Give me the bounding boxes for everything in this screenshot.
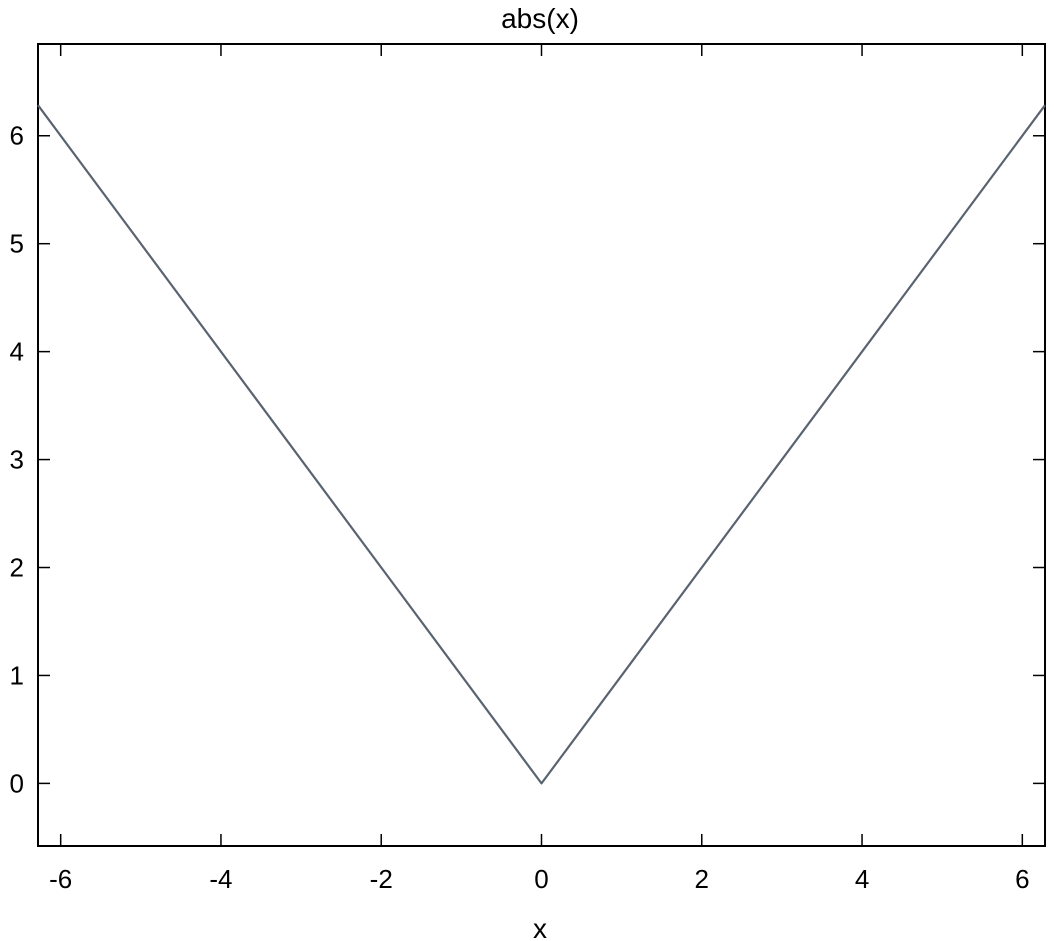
x-tick-label: 0 bbox=[534, 864, 548, 894]
y-tick-label: 1 bbox=[10, 660, 24, 690]
y-tick-label: 2 bbox=[10, 553, 24, 583]
chart-title: abs(x) bbox=[501, 3, 579, 34]
y-tick-label: 0 bbox=[10, 768, 24, 798]
y-tick-label: 4 bbox=[10, 337, 24, 367]
plot-frame bbox=[37, 43, 1046, 847]
x-tick-label: 6 bbox=[1015, 864, 1029, 894]
x-axis-label: x bbox=[533, 913, 547, 941]
plot-area: -6 -4 -2 0 2 4 6 0 1 2 3 4 5 6 bbox=[10, 43, 1046, 894]
x-tick-label: 2 bbox=[695, 864, 709, 894]
y-tick-label: 5 bbox=[10, 229, 24, 259]
y-tick-label: 6 bbox=[10, 121, 24, 151]
y-tick-label: 3 bbox=[10, 445, 24, 475]
series-line bbox=[37, 104, 1046, 785]
x-tick-label: -6 bbox=[49, 864, 72, 894]
x-tick-label: -2 bbox=[370, 864, 393, 894]
x-tick-label: 4 bbox=[855, 864, 869, 894]
x-tick-label: -4 bbox=[209, 864, 232, 894]
